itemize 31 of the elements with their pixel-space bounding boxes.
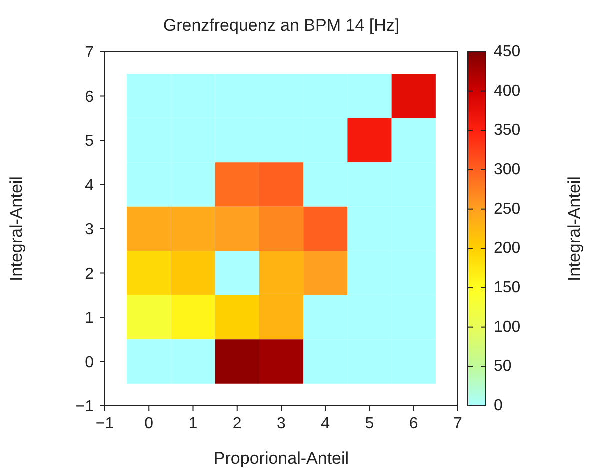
color-bar-label: 300 xyxy=(494,162,521,178)
y-tick-label: 0 xyxy=(85,354,94,372)
x-tick-label: 5 xyxy=(365,415,374,432)
color-bar-label: 150 xyxy=(494,280,521,296)
y-tick-label: 2 xyxy=(85,266,94,283)
y-tick-label: 3 xyxy=(85,222,94,239)
color-bar-label: 0 xyxy=(494,398,503,414)
y-axis-title: Integral-Anteil xyxy=(7,176,26,282)
color-bar-title: Integral-Anteil xyxy=(565,176,584,282)
y-tick-label: 6 xyxy=(85,88,94,106)
y-tick-label: 4 xyxy=(85,177,94,194)
x-tick-label: 7 xyxy=(454,415,463,432)
color-bar-label: 250 xyxy=(494,200,521,218)
y-tick-label: 1 xyxy=(85,310,94,328)
color-bar-label: 50 xyxy=(494,358,512,376)
color-bar-label: 200 xyxy=(494,240,521,258)
chart-title: Grenzfrequenz an BPM 14 [Hz] xyxy=(162,16,401,36)
color-bar-label: 450 xyxy=(494,44,521,60)
y-tick-label: −1 xyxy=(76,398,94,416)
x-axis-title: Proporional-Anteil xyxy=(214,449,350,468)
x-tick-label: 4 xyxy=(321,415,330,432)
y-tick-label: 5 xyxy=(85,133,94,150)
x-tick-label: 2 xyxy=(232,415,242,432)
x-tick-label: 0 xyxy=(144,415,154,432)
color-bar-label: 350 xyxy=(494,122,521,140)
color-bar-label: 100 xyxy=(494,318,521,336)
x-tick-label: 3 xyxy=(277,415,286,432)
x-tick-label: 1 xyxy=(188,415,198,432)
y-tick-label: 7 xyxy=(85,44,94,62)
x-tick-label: 6 xyxy=(409,415,418,432)
color-bar-label: 400 xyxy=(494,82,521,100)
